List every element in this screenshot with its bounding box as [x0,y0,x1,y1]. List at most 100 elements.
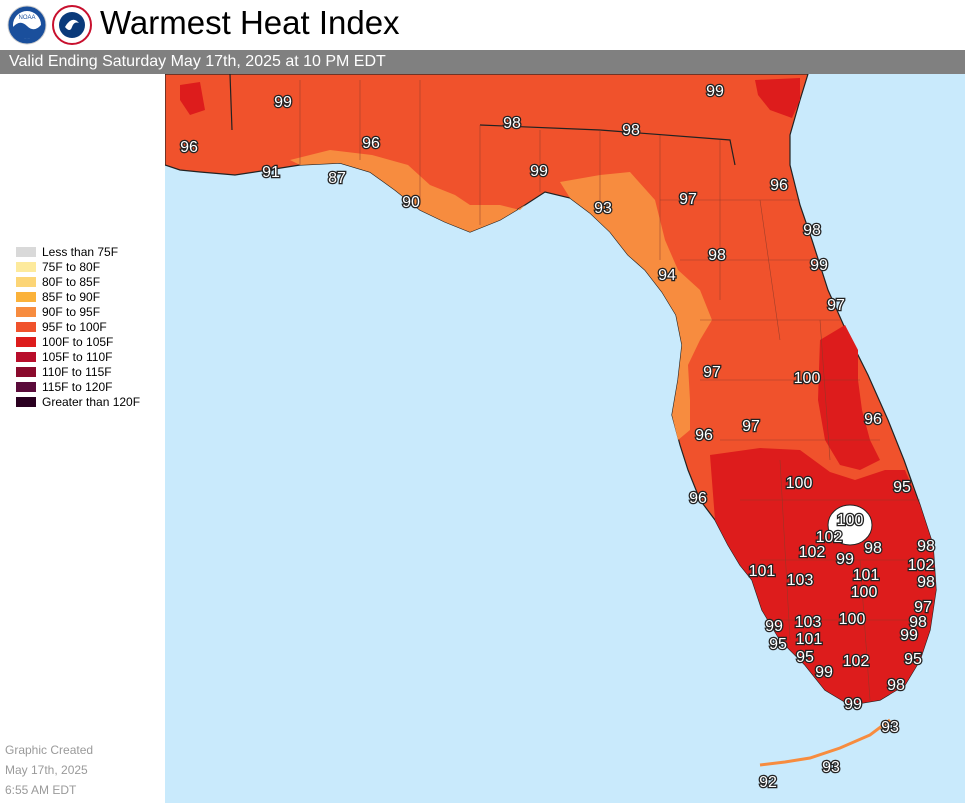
legend-item: 110F to 115F [16,365,166,380]
valid-time-text: Valid Ending Saturday May 17th, 2025 at … [9,53,386,70]
value-label: 99 [274,94,292,111]
value-label: 96 [770,177,788,194]
value-label: 99 [815,664,833,681]
value-label: 99 [706,83,724,100]
value-label: 100 [837,512,864,529]
value-label: 98 [909,614,927,631]
valid-time-bar: Valid Ending Saturday May 17th, 2025 at … [0,50,965,74]
value-label: 101 [749,563,776,580]
value-label: 99 [765,618,783,635]
value-label: 98 [708,247,726,264]
page-title: Warmest Heat Index [100,4,400,41]
legend-swatch [16,247,36,257]
value-label: 97 [742,418,760,435]
legend-swatch [16,322,36,332]
value-labels: 99 99 98 98 96 96 91 87 99 90 93 97 96 9… [179,82,936,793]
value-label: 100 [839,611,866,628]
value-label: 99 [810,257,828,274]
legend-item: 115F to 120F [16,380,166,395]
zone-90-95 [290,150,525,232]
value-label: 103 [787,572,814,589]
legend-item: Greater than 120F [16,395,166,410]
legend-swatch [16,337,36,347]
legend-swatch [16,307,36,317]
value-label: 100 [786,475,813,492]
value-label: 102 [799,544,826,561]
legend-swatch [16,277,36,287]
zone-100-105 [755,78,800,118]
county-lines [299,80,930,701]
value-label: 93 [822,759,840,776]
legend-swatch [16,352,36,362]
value-label: 87 [328,170,346,187]
value-label: 93 [594,200,612,217]
credit-line: Graphic Created [5,743,94,757]
state-border [229,74,736,166]
value-label: 100 [794,370,821,387]
heat-index-map: 99 99 98 98 96 96 91 87 99 90 93 97 96 9… [165,74,965,803]
legend: Less than 75F 75F to 80F 80F to 85F 85F … [16,245,166,410]
legend-item: 75F to 80F [16,260,166,275]
zone-90-95 [560,172,712,440]
value-label: 98 [917,538,935,555]
value-label: 98 [622,122,640,139]
value-label: 90 [402,194,420,211]
legend-swatch [16,382,36,392]
legend-item: 100F to 105F [16,335,166,350]
value-label: 101 [853,567,880,584]
value-label: 99 [530,163,548,180]
value-label: 102 [843,653,870,670]
value-label: 92 [759,774,777,791]
graphic-created-note: Graphic Created May 17th, 2025 6:55 AM E… [5,740,93,800]
value-label: 95 [893,479,911,496]
legend-item: 90F to 95F [16,305,166,320]
value-label: 96 [695,427,713,444]
zone-100-105 [710,448,936,705]
header: NOAA Warmest Heat Index [0,0,965,50]
legend-swatch [16,397,36,407]
value-label: 97 [827,297,845,314]
value-label: 96 [362,135,380,152]
value-label: 100 [851,584,878,601]
value-label: 95 [796,649,814,666]
legend-item: 105F to 110F [16,350,166,365]
value-label: 96 [180,139,198,156]
value-label: 97 [703,364,721,381]
value-label: 102 [816,529,843,546]
value-label: 95 [769,636,787,653]
legend-item: Less than 75F [16,245,166,260]
value-label: 96 [864,411,882,428]
lake-okeechobee [827,504,873,546]
value-label: 91 [262,164,280,181]
value-label: 99 [844,696,862,713]
credit-line: 6:55 AM EDT [5,783,77,797]
legend-item: 95F to 100F [16,320,166,335]
credit-line: May 17th, 2025 [5,763,88,777]
value-label: 97 [679,191,697,208]
value-label: 102 [908,557,935,574]
florida-keys [759,718,891,767]
value-label: 103 [795,614,822,631]
value-label: 95 [904,651,922,668]
value-label: 98 [887,677,905,694]
value-label: 96 [689,490,707,507]
noaa-logo: NOAA [7,5,47,45]
nws-logo [52,5,92,45]
value-label: 93 [881,719,899,736]
value-label: 98 [917,574,935,591]
value-label: 101 [796,631,823,648]
value-label: 99 [900,627,918,644]
legend-swatch [16,367,36,377]
zone-100-105 [180,82,205,115]
value-label: 94 [658,267,676,284]
legend-swatch [16,262,36,272]
legend-item: 80F to 85F [16,275,166,290]
legend-swatch [16,292,36,302]
value-label: 98 [803,222,821,239]
legend-item: 85F to 90F [16,290,166,305]
value-label: 97 [914,599,932,616]
svg-text:NOAA: NOAA [18,15,35,21]
zone-100-105 [818,325,880,470]
value-label: 99 [836,551,854,568]
value-label: 98 [864,540,882,557]
